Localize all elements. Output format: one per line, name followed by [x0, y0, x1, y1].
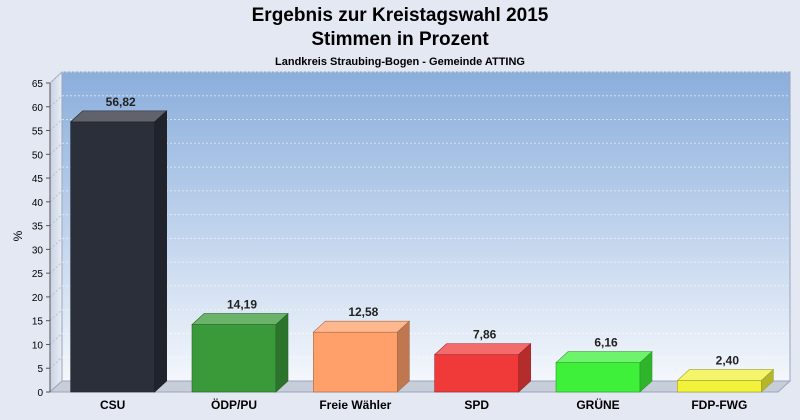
- bar-side-5: [761, 368, 774, 393]
- gridline-side: [49, 238, 63, 250]
- x-tick-label: FDP-FWG: [691, 398, 747, 412]
- bar-side-0: [154, 110, 167, 393]
- bar-side-2: [397, 320, 410, 393]
- y-tick-label: 25: [32, 269, 44, 280]
- bar-2: [313, 331, 398, 393]
- bar-top-2: [312, 320, 411, 333]
- x-tick-label: GRÜNE: [576, 397, 619, 412]
- bar-top-1: [191, 313, 289, 325]
- gridline-side: [49, 214, 63, 226]
- x-tick-label: CSU: [100, 398, 125, 412]
- y-tick-label: 45: [32, 174, 44, 185]
- bar-side-3: [518, 342, 531, 393]
- y-tick-label: 35: [32, 222, 44, 233]
- y-tick-label: 20: [32, 293, 44, 304]
- x-tick-label: SPD: [464, 398, 489, 412]
- chart-subtitle: Landkreis Straubing-Bogen - Gemeinde ATT…: [275, 56, 525, 68]
- bar-0: [70, 121, 155, 393]
- chart-title-line2: Stimmen in Prozent: [311, 29, 489, 50]
- value-label: 12,58: [348, 305, 378, 319]
- gridline-side: [49, 166, 63, 179]
- y-tick-label: 30: [32, 245, 44, 256]
- plot-side-wall: [49, 70, 63, 394]
- y-tick-label: 65: [32, 79, 44, 90]
- bar-side-1: [275, 312, 289, 393]
- bar-5: [677, 380, 762, 393]
- gridline-side: [49, 261, 63, 274]
- plot-back-wall: [61, 71, 791, 382]
- gridline-side: [49, 119, 63, 131]
- bar-3: [434, 354, 519, 393]
- y-tick-label: 40: [32, 198, 44, 209]
- x-tick-label: ÖDP/PU: [211, 397, 257, 412]
- chart-title-block: Ergebnis zur Kreistagswahl 2015 Stimmen …: [0, 4, 800, 68]
- bar-1: [191, 324, 277, 393]
- y-tick-label: 10: [32, 340, 44, 351]
- value-label: 56,82: [106, 95, 136, 109]
- y-tick-label: 60: [32, 103, 44, 114]
- bar-top-5: [676, 369, 775, 381]
- value-label: 6,16: [594, 336, 618, 350]
- chart-title-line1: Ergebnis zur Kreistagswahl 2015: [251, 5, 549, 26]
- y-tick-label: 55: [32, 127, 44, 138]
- gridline-side: [49, 333, 63, 345]
- y-tick-label: 50: [32, 150, 44, 161]
- gridline-side: [49, 95, 63, 108]
- gridline-side: [49, 190, 63, 203]
- y-tick-label: 15: [32, 317, 44, 328]
- bar-top-3: [433, 343, 532, 355]
- gridline-side: [49, 285, 63, 298]
- y-tick-label: 0: [37, 388, 43, 399]
- bar-side-4: [639, 351, 653, 393]
- gridline-side: [49, 142, 63, 155]
- y-axis-label: %: [11, 230, 25, 241]
- y-tick-label: 5: [37, 364, 43, 375]
- bar-top-0: [69, 110, 168, 123]
- value-label: 14,19: [227, 298, 257, 312]
- gridline-side: [49, 309, 63, 322]
- bar-top-4: [555, 351, 653, 364]
- x-tick-label: Freie Wähler: [319, 398, 391, 412]
- value-label: 7,86: [473, 328, 497, 342]
- bar-4: [555, 362, 641, 393]
- gridline-side: [49, 71, 63, 84]
- gridline-side: [49, 356, 63, 369]
- value-label: 2,40: [716, 354, 740, 368]
